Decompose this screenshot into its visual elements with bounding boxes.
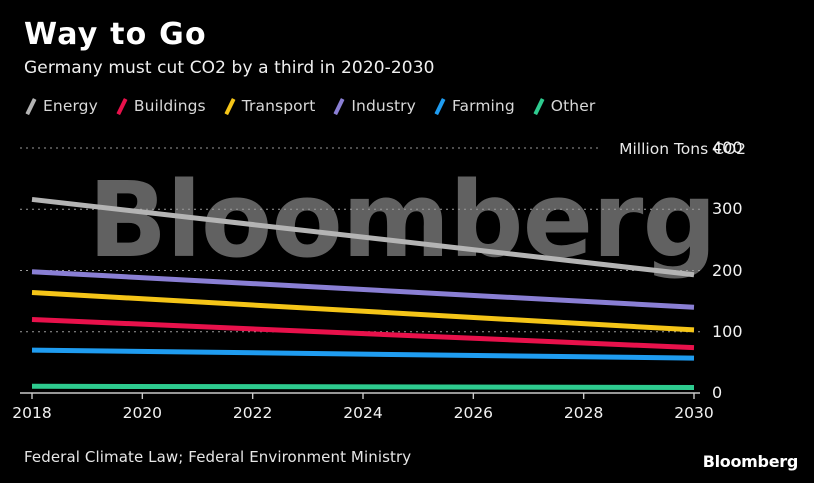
x-tick-label: 2028 bbox=[563, 404, 604, 422]
series-line-energy bbox=[31, 196, 695, 278]
x-tick-label: 2020 bbox=[122, 404, 163, 422]
chart-legend: Energy Buildings Transport Industry Farming O… bbox=[24, 97, 595, 115]
series-line-other bbox=[31, 383, 695, 390]
page-title: Way to Go bbox=[24, 17, 207, 52]
series-line-buildings bbox=[31, 317, 695, 351]
series-line-farming bbox=[31, 347, 695, 361]
y-tick-label: 400 bbox=[712, 138, 743, 157]
legend-item-other[interactable]: Other bbox=[532, 97, 596, 115]
legend-item-label: Energy bbox=[43, 97, 98, 115]
legend-item-industry[interactable]: Industry bbox=[332, 97, 416, 115]
header: Way to Go Germany must cut CO2 by a thir… bbox=[24, 18, 794, 79]
y-axis-unit-label: Million Tons CO2 bbox=[619, 140, 746, 158]
legend-item-label: Farming bbox=[451, 97, 515, 115]
y-tick-label: 200 bbox=[712, 260, 743, 280]
legend-item-label: Industry bbox=[351, 97, 416, 115]
legend-item-transport[interactable]: Transport bbox=[223, 97, 316, 115]
legend-item-buildings[interactable]: Buildings bbox=[115, 97, 206, 115]
legend-item-label: Transport bbox=[241, 97, 316, 115]
y-tick-label: 100 bbox=[712, 321, 743, 341]
y-tick-label: 0 bbox=[712, 383, 723, 402]
legend-item-label: Buildings bbox=[133, 97, 206, 115]
y-tick-label: 300 bbox=[712, 199, 743, 219]
page-subtitle: Germany must cut CO2 by a third in 2020-… bbox=[24, 58, 435, 78]
source-note: Federal Climate Law; Federal Environment… bbox=[24, 448, 412, 466]
x-tick-label: 2022 bbox=[232, 404, 273, 422]
x-tick-label: 2024 bbox=[343, 404, 383, 422]
series-line-transport bbox=[31, 290, 695, 333]
bloomberg-logo: Bloomberg bbox=[702, 452, 799, 471]
legend-item-energy[interactable]: Energy bbox=[24, 97, 98, 115]
x-tick-label: 2030 bbox=[674, 404, 714, 422]
legend-item-farming[interactable]: Farming bbox=[433, 97, 515, 115]
series-line-industry bbox=[31, 269, 695, 310]
legend-item-label: Other bbox=[550, 97, 596, 115]
x-tick-label: 2018 bbox=[12, 404, 52, 422]
x-tick-label: 2026 bbox=[453, 404, 494, 422]
